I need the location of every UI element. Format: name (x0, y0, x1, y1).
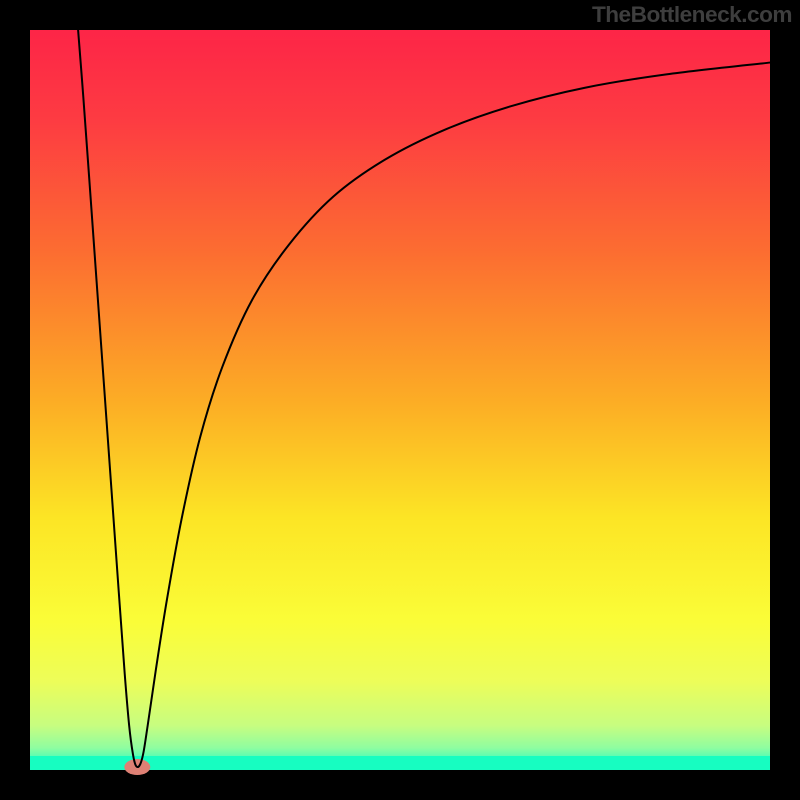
chart-container: TheBottleneck.com (0, 0, 800, 800)
chart-svg (0, 0, 800, 800)
plot-background (30, 30, 770, 770)
watermark-text: TheBottleneck.com (592, 2, 792, 28)
